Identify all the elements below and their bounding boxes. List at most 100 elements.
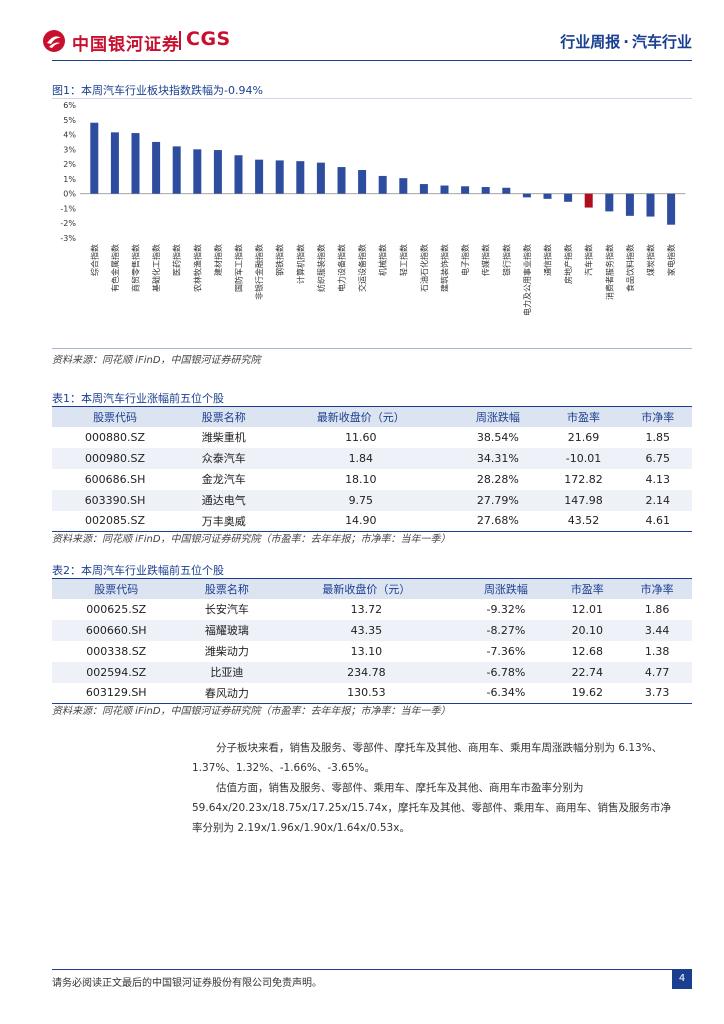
- table-cell: 12.68: [571, 644, 604, 658]
- bar-18: [461, 186, 470, 194]
- y-tick-label: 5%: [63, 116, 76, 125]
- bar-2: [131, 133, 140, 194]
- bar-9: [275, 160, 284, 194]
- table-row: 603390.SH 通达电气 9.75 27.79% 147.98 2.14: [52, 489, 692, 511]
- x-tick-label: 综合指数: [89, 244, 99, 276]
- table-cell: 4.61: [623, 510, 692, 532]
- bar-21: [522, 193, 531, 198]
- bar-28: [667, 193, 676, 225]
- bar-12: [337, 167, 346, 194]
- x-tick-label: 轻工指数: [398, 244, 408, 276]
- separator-dot: ·: [623, 33, 629, 51]
- x-tick-label: 国防军工指数: [234, 244, 244, 292]
- table-cell: 比亚迪: [180, 661, 274, 683]
- table-cell: 600686.SH: [84, 472, 146, 486]
- table-header-row: 股票代码 股票名称 最新收盘价（元） 周涨跌幅 市盈率 市净率: [52, 406, 692, 427]
- x-tick-label: 纺织服装指数: [316, 244, 326, 292]
- brand-name-cn: 中国银河证券: [72, 35, 180, 55]
- table-cell: -6.34%: [459, 682, 553, 704]
- bar-25: [605, 193, 614, 212]
- table-cell: 3.73: [622, 682, 692, 704]
- table-cell: 000338.SZ: [86, 644, 147, 658]
- table-cell: -8.27%: [459, 619, 553, 641]
- company-logo-icon: [43, 30, 65, 52]
- bar-17: [440, 185, 449, 194]
- bar-26: [625, 193, 634, 216]
- bar-19: [481, 187, 490, 194]
- table-cell: 潍柴重机: [201, 431, 246, 444]
- table-cell: 1.84: [269, 447, 453, 469]
- y-tick-label: -2%: [60, 219, 76, 228]
- brand-name-en: CGS: [186, 28, 231, 50]
- figure1-title-divider: [52, 98, 692, 99]
- x-tick-label: 建筑装饰指数: [440, 244, 450, 292]
- table-cell: 长安汽车: [204, 603, 249, 616]
- bar-5: [193, 149, 202, 194]
- table-cell: 潍柴动力: [204, 645, 249, 658]
- table-cell: -9.32%: [486, 602, 526, 616]
- table-cell: 000980.SZ: [52, 447, 179, 469]
- y-tick-label: 1%: [63, 175, 76, 184]
- table-cell: 金龙汽车: [201, 473, 246, 486]
- x-tick-label: 建材指数: [213, 244, 223, 276]
- x-tick-label: 基础化工指数: [151, 244, 161, 292]
- x-tick-label: 交运设备指数: [357, 244, 367, 292]
- table-row: 002085.SZ 万丰奥威 14.90 27.68% 43.52 4.61: [52, 510, 692, 532]
- table-cell: 11.60: [345, 430, 377, 444]
- column-header: 市盈率: [552, 578, 623, 599]
- table-cell: 27.68%: [452, 510, 544, 532]
- table-row: 000980.SZ 众泰汽车 1.84 34.31% -10.01 6.75: [52, 447, 692, 469]
- table1-title: 表1：本周汽车行业涨幅前五位个股: [52, 392, 224, 405]
- table-cell: 19.62: [552, 682, 623, 704]
- x-tick-label: 消费者服务指数: [604, 244, 614, 300]
- table1-source: 资料来源：同花顺 iFinD，中国银河证券研究院（市盈率：去年年报；市净率：当年…: [52, 534, 451, 545]
- x-tick-label: 机械指数: [378, 244, 388, 276]
- table-cell: 34.31%: [452, 447, 544, 469]
- bar-16: [419, 184, 428, 194]
- sector-performance-bar-chart: 6% 5% 4% 3% 2% 1% 0% -1% -2% -3% 综合指数 有色金属指数 商贸零售指数基…: [60, 101, 686, 316]
- table-cell: 18.10: [345, 472, 377, 486]
- table-cell: 20.10: [552, 619, 623, 641]
- table2-title: 表2：本周汽车行业跌幅前五位个股: [52, 564, 224, 577]
- x-tick-label: 计算机指数: [295, 244, 305, 284]
- column-header: 市盈率: [543, 406, 624, 427]
- table-cell: 43.35: [273, 619, 460, 641]
- bar-7: [234, 155, 243, 194]
- bar-3: [152, 141, 161, 194]
- bar-13: [358, 170, 367, 194]
- table-row: 000338.SZ 潍柴动力 13.10 -7.36% 12.68 1.38: [52, 641, 692, 662]
- y-tick-label: 4%: [63, 131, 76, 140]
- x-tick-label: 房地产指数: [563, 244, 573, 284]
- table-cell: -7.36%: [486, 644, 526, 658]
- table-cell: 13.10: [350, 644, 383, 658]
- table-row: 600660.SH 福耀玻璃 43.35 -8.27% 20.10 3.44: [52, 619, 692, 641]
- table-cell: 603390.SH: [52, 489, 179, 511]
- paragraph-line: 率分别为 2.19x/1.96x/1.90x/1.64x/0.53x。: [192, 822, 410, 834]
- table-cell: 27.79%: [452, 489, 544, 511]
- x-tick-label: 非银行金融指数: [254, 244, 264, 300]
- table-header-row: 股票代码 股票名称 最新收盘价（元） 周涨跌幅 市盈率 市净率: [52, 578, 692, 599]
- table-cell: 000625.SZ: [86, 602, 147, 616]
- page-header: 中国银河证券 CGS 行业周报 · 汽车行业: [0, 0, 724, 62]
- paragraph-line: 1.37%、1.32%、-1.66%、-3.65%。: [192, 762, 376, 774]
- bar-15: [399, 178, 408, 194]
- table-cell: 6.75: [623, 447, 692, 469]
- table-cell: -10.01: [543, 447, 624, 469]
- x-tick-label: 食品饮料指数: [625, 244, 635, 292]
- table-cell: 春风动力: [180, 682, 274, 704]
- footer-divider: [52, 969, 692, 970]
- column-header: 股票名称: [180, 578, 274, 599]
- x-tick-label: 电力设备指数: [337, 244, 347, 292]
- x-tick-label: 电力及公用事业指数: [522, 244, 532, 316]
- table-row: 000880.SZ 潍柴重机 11.60 38.54% 21.69 1.85: [52, 427, 692, 448]
- column-header: 股票代码: [52, 578, 181, 599]
- table-cell: 福耀玻璃: [180, 619, 274, 641]
- y-tick-label: -1%: [60, 204, 76, 213]
- table-cell: 1.86: [644, 602, 670, 616]
- x-tick-label: 家电指数: [666, 244, 676, 276]
- table-cell: 14.90: [269, 510, 453, 532]
- figure1-title: 图1：本周汽车行业板块指数跌幅为-0.94%: [52, 84, 263, 97]
- report-sector: 汽车行业: [631, 33, 692, 51]
- bar-6: [213, 150, 222, 194]
- x-tick-label: 汽车指数: [584, 244, 594, 276]
